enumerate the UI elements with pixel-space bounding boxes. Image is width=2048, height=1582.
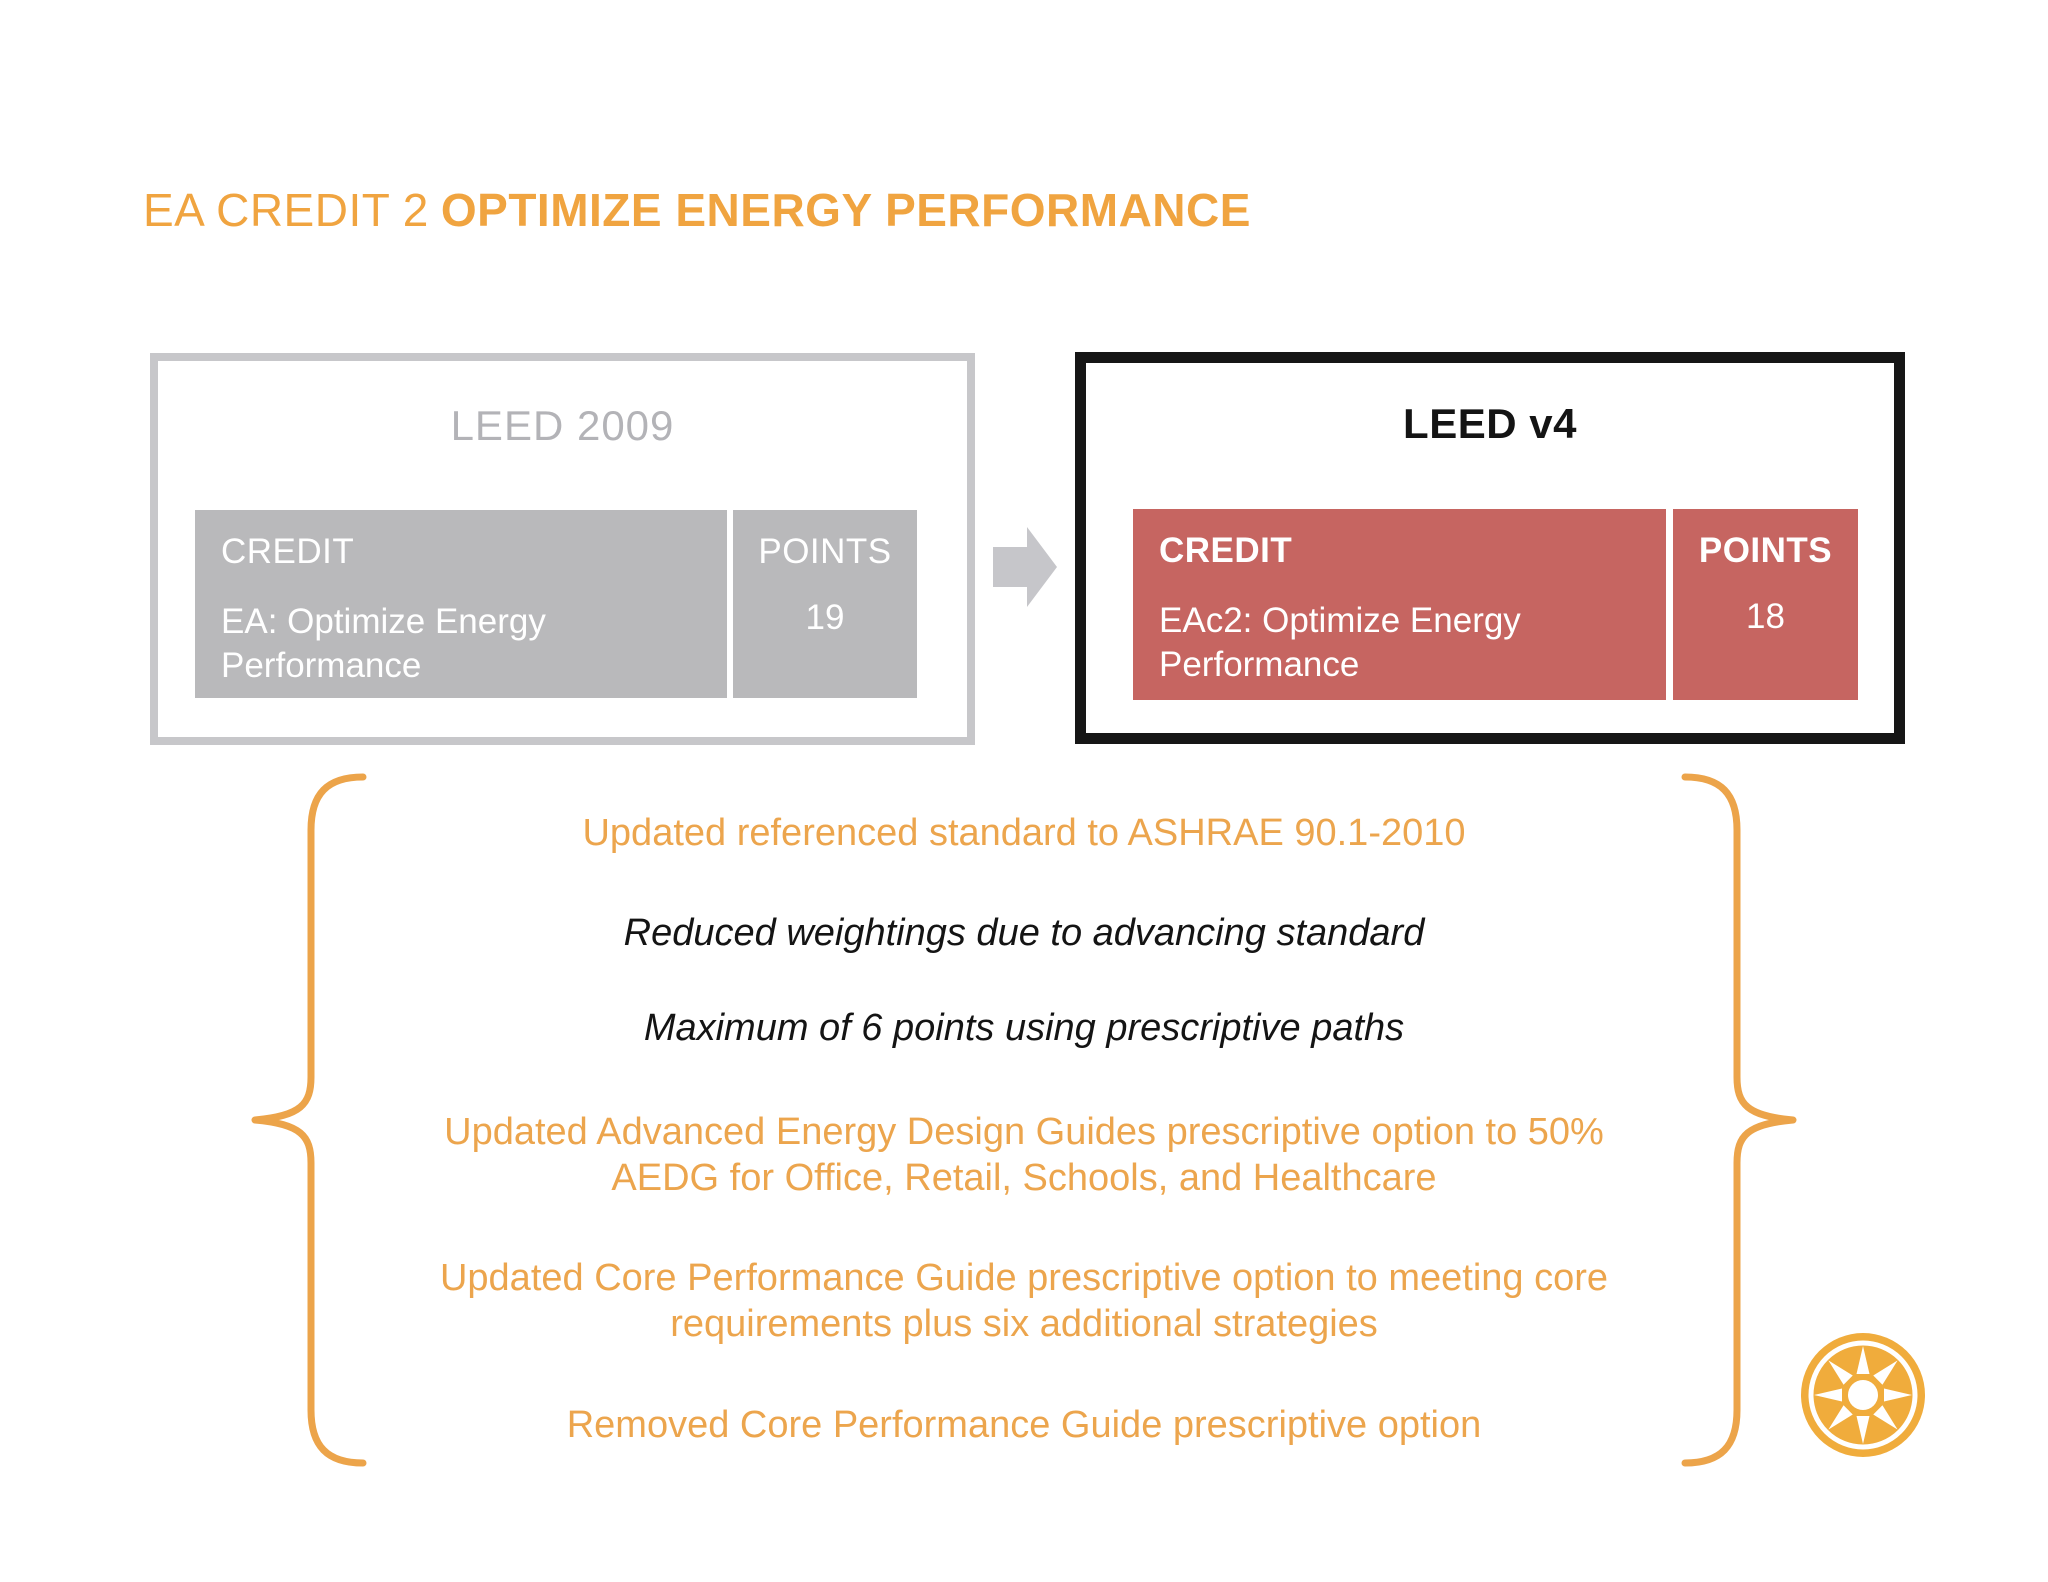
- points-column-header: POINTS: [758, 532, 892, 571]
- points-value: 19: [805, 598, 845, 637]
- left-brace-icon: [245, 772, 370, 1467]
- points-value: 18: [1746, 597, 1785, 636]
- change-line: requirements plus six additional strateg…: [670, 1303, 1378, 1345]
- points-cell: POINTS 18: [1673, 509, 1858, 700]
- credit-name: EAc2: Optimize Energy Performance: [1159, 601, 1521, 684]
- right-brace-icon: [1678, 772, 1803, 1467]
- change-line: Maximum of 6 points using prescriptive p…: [643, 1007, 1405, 1049]
- leed-v4-credit-table: CREDIT EAc2: Optimize Energy Performance…: [1133, 509, 1858, 700]
- change-line: Reduced weightings due to advancing stan…: [623, 912, 1425, 954]
- credit-column-header: CREDIT: [221, 532, 355, 571]
- credit-name: EA: Optimize Energy Performance: [221, 602, 546, 685]
- credit-cell: CREDIT EA: Optimize Energy Performance: [195, 510, 727, 698]
- credit-cell: CREDIT EAc2: Optimize Energy Performance: [1133, 509, 1666, 700]
- page-title-prefix: EA CREDIT 2: [143, 184, 429, 236]
- page-title: EA CREDIT 2 OPTIMIZE ENERGY PERFORMANCE: [143, 184, 1251, 236]
- change-line: Removed Core Performance Guide prescript…: [566, 1404, 1482, 1446]
- points-cell: POINTS 19: [733, 510, 917, 698]
- change-line: Updated Advanced Energy Design Guides pr…: [444, 1111, 1604, 1153]
- credit-column-header: CREDIT: [1159, 531, 1293, 570]
- leed-2009-heading: LEED 2009: [450, 402, 675, 449]
- page-title-emphasis: OPTIMIZE ENERGY PERFORMANCE: [440, 184, 1251, 236]
- leed-v4-heading: LEED v4: [1403, 400, 1577, 447]
- points-column-header: POINTS: [1698, 531, 1833, 570]
- change-line: Updated Core Performance Guide prescript…: [439, 1257, 1609, 1299]
- leed-v4-panel: LEED v4 CREDIT EAc2: Optimize Energy Per…: [1075, 352, 1905, 744]
- leed-2009-credit-table: CREDIT EA: Optimize Energy Performance P…: [195, 510, 917, 698]
- change-line: AEDG for Office, Retail, Schools, and He…: [611, 1157, 1437, 1199]
- sun-icon: [1799, 1331, 1927, 1459]
- leed-2009-panel: LEED 2009 CREDIT EA: Optimize Energy Per…: [150, 353, 975, 745]
- right-arrow-icon: [985, 522, 1065, 612]
- change-line: Updated referenced standard to ASHRAE 90…: [582, 812, 1466, 854]
